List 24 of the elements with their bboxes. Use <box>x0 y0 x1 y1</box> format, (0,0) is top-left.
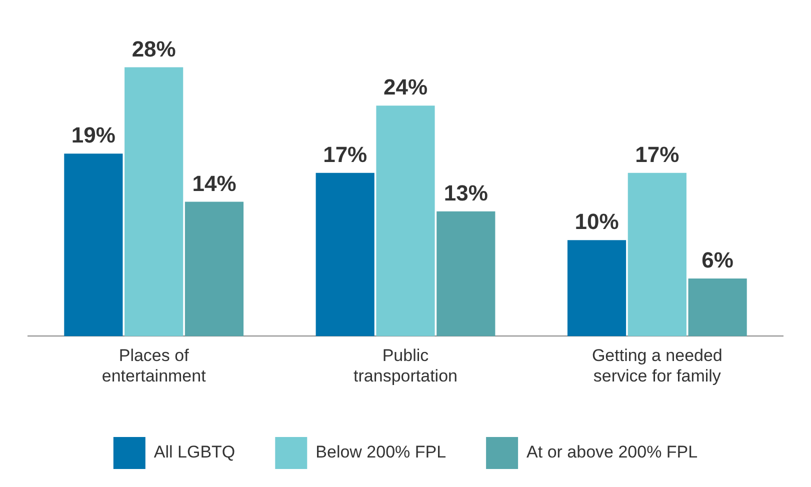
data-label: 28% <box>132 36 176 62</box>
x-tick-label: Places of entertainment <box>102 346 206 386</box>
bar <box>124 67 184 336</box>
data-label: 13% <box>444 180 488 206</box>
data-label: 10% <box>574 209 619 234</box>
bar <box>316 172 374 336</box>
legend-label: At or above 200% FPL <box>526 442 698 462</box>
data-label: 6% <box>702 248 734 273</box>
bar <box>64 154 123 336</box>
x-tick-label: Getting a needed service for family <box>592 346 722 386</box>
bar <box>184 202 244 336</box>
data-label: 14% <box>192 170 236 196</box>
bar <box>436 211 496 336</box>
data-label: 17% <box>635 142 680 167</box>
bar <box>688 278 747 336</box>
data-label: 17% <box>323 142 368 167</box>
data-label: 24% <box>383 74 428 100</box>
legend-label: All LGBTQ <box>154 442 236 462</box>
bar <box>628 172 686 336</box>
bar <box>567 240 626 336</box>
legend-label: Below 200% FPL <box>316 442 446 462</box>
data-label: 19% <box>71 122 116 148</box>
x-tick-label: Public transportation <box>354 346 458 386</box>
bar <box>376 106 435 336</box>
